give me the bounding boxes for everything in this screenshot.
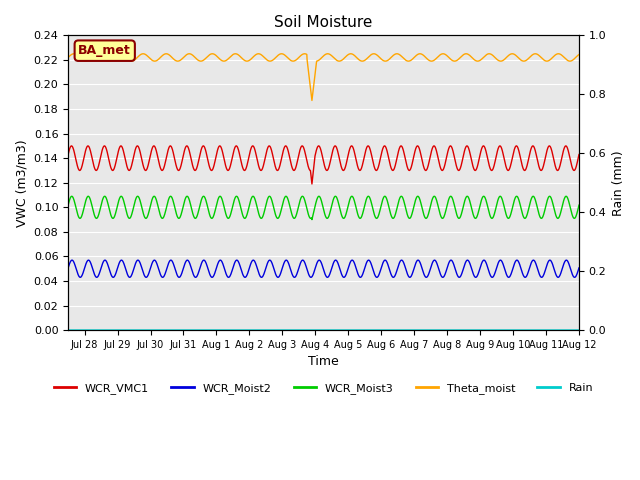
Y-axis label: Rain (mm): Rain (mm) — [612, 150, 625, 216]
Title: Soil Moisture: Soil Moisture — [275, 15, 372, 30]
Y-axis label: VWC (m3/m3): VWC (m3/m3) — [15, 139, 28, 227]
Legend: WCR_VMC1, WCR_Moist2, WCR_Moist3, Theta_moist, Rain: WCR_VMC1, WCR_Moist2, WCR_Moist3, Theta_… — [49, 379, 598, 398]
X-axis label: Time: Time — [308, 355, 339, 369]
Text: BA_met: BA_met — [78, 44, 131, 57]
